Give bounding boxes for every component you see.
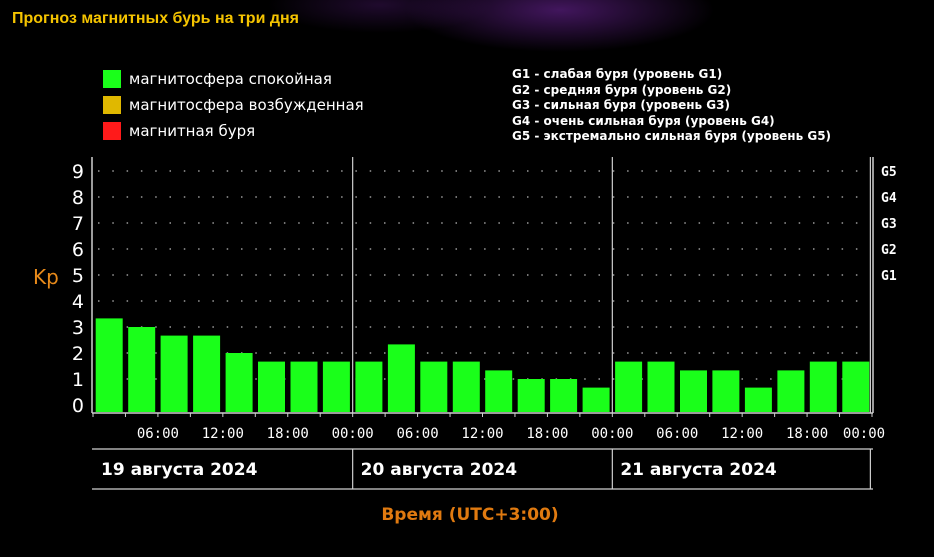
bars-layer	[95, 318, 870, 412]
x-tick-label-7: 00:00	[591, 426, 633, 442]
bar-3	[193, 335, 221, 412]
date-label-0: 19 августа 2024	[101, 460, 258, 480]
date-label-2: 21 августа 2024	[620, 460, 777, 480]
x-ticks: 06:00 12:00 18:00 00:00 06:00 12:00 18:00 00:00…	[137, 426, 885, 442]
y-tick-label-2: 2	[72, 343, 84, 365]
bar-5	[258, 361, 285, 412]
date-label-1: 20 августа 2024	[361, 460, 518, 480]
legend-swatch-storm	[103, 122, 121, 140]
y-tick-label-7: 7	[72, 213, 84, 235]
bar-19	[712, 370, 740, 412]
x-tick-label-5: 12:00	[461, 426, 503, 442]
bar-13	[517, 379, 545, 412]
y-axis-title: Kp	[33, 265, 59, 289]
g-legend-item-g4: G4 - очень сильная буря (уровень G4)	[512, 113, 775, 128]
bar-11	[452, 361, 480, 412]
y-tick-label-5: 5	[72, 265, 84, 287]
g-legend-item-g5: G5 - экстремально сильная буря (уровень …	[512, 129, 832, 143]
legend-swatch-quiet	[103, 70, 121, 88]
legend-label-excited: магнитосфера возбужденная	[129, 96, 364, 114]
x-axis-title: Время (UTC+3:00)	[381, 505, 558, 525]
bar-6	[290, 361, 318, 412]
x-tick-label-6: 18:00	[526, 426, 568, 442]
y-tick-label-8: 8	[72, 187, 84, 209]
kp-legend: магнитосфера спокойная магнитосфера возб…	[103, 66, 364, 144]
bar-14	[550, 379, 578, 412]
bar-12	[485, 370, 513, 412]
x-tick-label-9: 12:00	[721, 426, 763, 442]
g-scale-legend: G1 - слабая буря (уровень G1) G2 - средн…	[512, 67, 831, 145]
bar-18	[680, 370, 707, 412]
g-legend-item-g3: G3 - сильная буря (уровень G3)	[512, 98, 730, 112]
x-tick-label-11: 00:00	[843, 426, 885, 442]
bar-0	[95, 318, 123, 412]
y-tick-label-1: 1	[72, 369, 84, 391]
bar-2	[160, 335, 188, 412]
legend-item-excited: магнитосфера возбужденная	[103, 92, 364, 118]
bar-10	[420, 361, 448, 412]
bar-23	[842, 361, 870, 412]
plot-frame	[91, 157, 874, 490]
bar-16	[615, 361, 643, 412]
legend-item-quiet: магнитосфера спокойная	[103, 66, 364, 92]
x-tick-label-0: 06:00	[137, 426, 179, 442]
y-ticks: 0 1 2 3 4 5 6 7 8 9	[72, 161, 84, 417]
x-tick-label-1: 12:00	[202, 426, 244, 442]
page-title: Прогноз магнитных бурь на три дня	[12, 10, 299, 27]
g-tick-label-G3: G3	[881, 217, 897, 232]
legend-label-quiet: магнитосфера спокойная	[129, 70, 332, 88]
date-labels: 19 августа 2024 20 августа 2024 21 августа…	[101, 460, 777, 480]
legend-swatch-excited	[103, 96, 121, 114]
bar-9	[387, 344, 415, 412]
g-tick-label-G1: G1	[881, 269, 897, 284]
g-tick-label-G5: G5	[881, 165, 897, 180]
y-tick-label-4: 4	[72, 291, 84, 313]
bar-8	[355, 361, 383, 412]
g-tick-label-G4: G4	[881, 191, 897, 206]
x-tick-label-2: 18:00	[267, 426, 309, 442]
x-tick-label-8: 06:00	[656, 426, 698, 442]
bar-1	[128, 327, 156, 412]
legend-item-storm: магнитная буря	[103, 118, 364, 144]
g-ticks: G1 G2 G3 G4 G5	[881, 165, 897, 284]
legend-label-storm: магнитная буря	[129, 122, 256, 140]
bar-21	[777, 370, 805, 412]
g-legend-item-g1: G1 - слабая буря (уровень G1)	[512, 67, 723, 81]
bar-22	[809, 361, 837, 412]
bar-17	[647, 361, 675, 412]
bar-7	[322, 361, 350, 412]
x-tick-label-4: 06:00	[397, 426, 439, 442]
y-tick-label-6: 6	[72, 239, 84, 261]
y-tick-label-0: 0	[72, 395, 84, 417]
g-tick-label-G2: G2	[881, 243, 897, 258]
bar-20	[744, 387, 772, 412]
x-tick-label-3: 00:00	[332, 426, 374, 442]
y-tick-label-3: 3	[72, 317, 84, 339]
x-tick-label-10: 18:00	[786, 426, 828, 442]
bar-15	[582, 387, 610, 412]
g-legend-item-g2: G2 - средняя буря (уровень G2)	[512, 82, 732, 97]
bar-4	[225, 353, 253, 412]
y-tick-label-9: 9	[72, 161, 84, 183]
